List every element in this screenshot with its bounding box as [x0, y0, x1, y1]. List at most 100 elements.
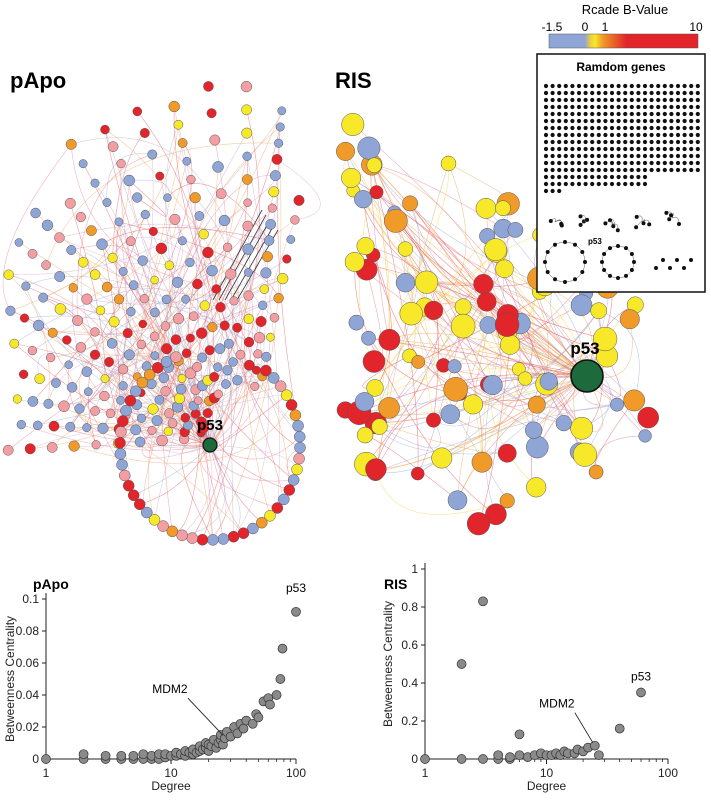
random-gene-node	[662, 111, 667, 117]
random-gene-node	[543, 139, 549, 145]
random-gene-node	[563, 240, 567, 244]
mdm2-leader-line	[574, 712, 594, 743]
random-gene-node	[570, 181, 575, 187]
random-gene-node	[563, 167, 568, 173]
scatter-point	[291, 606, 301, 617]
random-gene-node	[616, 104, 621, 110]
papo-node	[133, 498, 146, 511]
x-tick-label: 10	[164, 766, 178, 780]
papo-node	[30, 207, 41, 219]
papo-node	[16, 419, 26, 430]
random-gene-node	[677, 222, 681, 226]
papo-edge	[38, 278, 283, 336]
random-gene-node	[642, 104, 648, 110]
random-gene-node	[695, 139, 700, 145]
random-gene-node	[656, 118, 661, 124]
random-gene-node	[603, 139, 608, 145]
random-gene-node	[669, 160, 674, 166]
papo-node	[62, 335, 72, 345]
random-gene-node	[590, 97, 595, 103]
random-gene-node	[570, 174, 575, 180]
papo-node	[243, 336, 255, 348]
random-gene-node	[675, 97, 681, 103]
random-gene-node	[570, 97, 575, 103]
papo-node	[163, 426, 173, 436]
papo-node	[51, 378, 61, 388]
random-gene-node	[563, 97, 568, 103]
random-gene-node	[649, 90, 654, 96]
papo-node	[157, 520, 169, 532]
random-gene-node	[563, 118, 568, 124]
papo-node	[213, 389, 223, 399]
random-gene-node	[590, 174, 595, 180]
random-gene-node	[634, 225, 639, 230]
papo-edge	[71, 137, 225, 221]
papo-node	[237, 527, 250, 539]
random-gene-node	[602, 252, 607, 256]
papo-node	[206, 108, 217, 119]
papo-edge	[233, 356, 270, 537]
random-gene-node	[662, 83, 667, 89]
ris-edge	[375, 375, 588, 474]
ris-edge	[441, 375, 588, 459]
papo-network	[2, 80, 321, 546]
random-gene-node	[603, 104, 608, 110]
ris-node	[482, 375, 503, 396]
papo-scatter-chart: pApo 0 0.02 0.04 0.06 0.08 0.1 1 10 100 Degree Betw…	[3, 576, 306, 793]
random-gene-node	[682, 118, 687, 124]
papo-edge	[209, 444, 262, 523]
random-gene-node	[629, 139, 634, 145]
papo-node	[196, 416, 207, 428]
papo-node	[212, 161, 224, 173]
y-tick-label: 0.1	[22, 592, 39, 606]
papo-hub-label: p53	[197, 417, 223, 434]
papo-edge	[187, 425, 300, 460]
papo-node	[83, 387, 93, 397]
papo-edge	[101, 244, 121, 443]
y-tick-label: 0.4	[401, 676, 418, 690]
random-gene-node	[576, 111, 582, 117]
papo-node	[170, 334, 182, 345]
papo-edge	[139, 444, 211, 505]
random-gene-node	[608, 246, 612, 251]
random-gene-node	[603, 160, 608, 166]
random-gene-node	[682, 160, 687, 166]
papo-node	[46, 442, 58, 453]
papo-edge	[209, 354, 246, 446]
random-gene-node	[615, 228, 620, 233]
random-gene-node	[590, 83, 595, 89]
random-gene-node	[642, 181, 648, 187]
papo-node	[116, 395, 126, 405]
papo-node	[95, 305, 106, 316]
papo-edge	[70, 224, 271, 428]
ris-node	[572, 442, 597, 467]
random-gene-node	[590, 118, 595, 124]
ris-node	[397, 241, 414, 257]
random-gene-node	[609, 153, 615, 159]
random-gene-node	[583, 90, 588, 96]
ris-node	[440, 155, 457, 172]
papo-node	[114, 437, 126, 449]
random-gene-node	[543, 167, 549, 173]
papo-node	[176, 529, 188, 542]
x-tick-label: 1	[43, 766, 50, 780]
ris-node	[356, 237, 375, 256]
ris-node	[623, 389, 646, 412]
random-gene-node	[623, 181, 628, 187]
random-gene-node	[550, 146, 555, 152]
random-gene-node	[629, 174, 634, 180]
y-tick-label: 0.06	[16, 656, 40, 670]
papo-node	[185, 333, 195, 343]
random-gene-node	[695, 153, 700, 159]
ris-node	[592, 326, 618, 352]
random-gene-node	[629, 268, 634, 272]
random-gene-node	[629, 146, 634, 152]
random-gene-node	[576, 104, 582, 110]
ris-node	[361, 330, 376, 346]
papo-node	[146, 378, 157, 390]
papo-node	[89, 269, 101, 280]
papo-node	[75, 342, 87, 353]
random-gene-node	[662, 118, 667, 124]
random-gene-node	[603, 167, 608, 173]
random-gene-node	[623, 167, 628, 173]
